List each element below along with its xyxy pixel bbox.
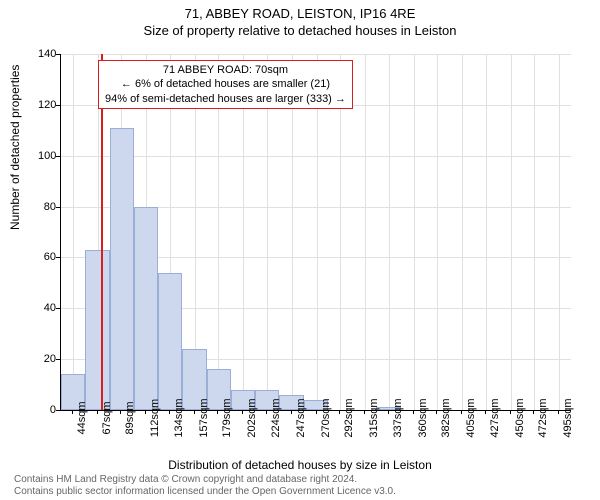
ytick-label: 20 <box>38 353 56 365</box>
attribution-line2: Contains public sector information licen… <box>14 486 396 498</box>
histogram-bar <box>85 250 109 410</box>
ytick-label: 40 <box>38 302 56 314</box>
xtick-mark <box>169 410 170 414</box>
xtick-mark <box>339 410 340 414</box>
xtick-label: 89sqm <box>124 401 136 434</box>
chart-title: 71, ABBEY ROAD, LEISTON, IP16 4RE <box>0 0 600 21</box>
xtick-mark <box>510 410 511 414</box>
xtick-mark <box>266 410 267 414</box>
ytick-label: 120 <box>38 99 56 111</box>
xtick-label: 202sqm <box>246 398 258 437</box>
xtick-label: 44sqm <box>76 401 88 434</box>
xtick-mark <box>194 410 195 414</box>
annotation-line3: 94% of semi-detached houses are larger (… <box>105 92 346 106</box>
xtick-mark <box>145 410 146 414</box>
histogram-bar <box>110 128 134 410</box>
attribution-text: Contains HM Land Registry data © Crown c… <box>14 474 396 498</box>
histogram-bar <box>158 273 182 410</box>
ytick-mark <box>56 308 60 309</box>
gridline-v <box>414 54 415 410</box>
gridline-v <box>486 54 487 410</box>
xtick-label: 292sqm <box>343 398 355 437</box>
ytick-label: 60 <box>38 251 56 263</box>
ytick-label: 0 <box>38 404 56 416</box>
xtick-mark <box>413 410 414 414</box>
gridline-v <box>389 54 390 410</box>
gridline-v <box>73 54 74 410</box>
y-axis-label: Number of detached properties <box>8 65 22 230</box>
xtick-mark <box>97 410 98 414</box>
gridline-v <box>559 54 560 410</box>
annotation-box: 71 ABBEY ROAD: 70sqm ← 6% of detached ho… <box>98 60 353 109</box>
xtick-mark <box>485 410 486 414</box>
ytick-mark <box>56 257 60 258</box>
xtick-label: 315sqm <box>368 398 380 437</box>
xtick-label: 112sqm <box>149 399 161 437</box>
ytick-mark <box>56 359 60 360</box>
ytick-mark <box>56 105 60 106</box>
xtick-mark <box>461 410 462 414</box>
xtick-mark <box>242 410 243 414</box>
gridline-v <box>534 54 535 410</box>
xtick-label: 360sqm <box>417 398 429 437</box>
xtick-mark <box>217 410 218 414</box>
gridline-v <box>462 54 463 410</box>
annotation-line2: ← 6% of detached houses are smaller (21) <box>105 77 346 91</box>
attribution-line1: Contains HM Land Registry data © Crown c… <box>14 474 396 486</box>
xtick-label: 472sqm <box>537 398 549 437</box>
xtick-label: 134sqm <box>173 398 185 437</box>
xtick-mark <box>436 410 437 414</box>
gridline-v <box>365 54 366 410</box>
gridline-v <box>511 54 512 410</box>
xtick-label: 247sqm <box>295 398 307 437</box>
xtick-mark <box>388 410 389 414</box>
xtick-label: 224sqm <box>270 398 282 437</box>
annotation-line1: 71 ABBEY ROAD: 70sqm <box>105 63 346 77</box>
xtick-mark <box>558 410 559 414</box>
xtick-label: 179sqm <box>221 398 233 437</box>
xtick-mark <box>120 410 121 414</box>
gridline-v <box>437 54 438 410</box>
xtick-mark <box>291 410 292 414</box>
xtick-label: 405sqm <box>465 398 477 437</box>
xtick-mark <box>364 410 365 414</box>
xtick-label: 427sqm <box>489 398 501 437</box>
xtick-label: 157sqm <box>198 398 210 437</box>
xtick-label: 67sqm <box>101 401 113 434</box>
x-axis-label: Distribution of detached houses by size … <box>0 458 600 472</box>
xtick-mark <box>72 410 73 414</box>
chart-subtitle: Size of property relative to detached ho… <box>0 23 600 38</box>
ytick-mark <box>56 410 60 411</box>
xtick-label: 495sqm <box>562 398 574 437</box>
xtick-mark <box>533 410 534 414</box>
histogram-bar <box>134 207 158 410</box>
ytick-mark <box>56 156 60 157</box>
ytick-label: 80 <box>38 201 56 213</box>
xtick-label: 450sqm <box>514 398 526 437</box>
xtick-mark <box>316 410 317 414</box>
ytick-mark <box>56 54 60 55</box>
ytick-label: 100 <box>38 150 56 162</box>
ytick-mark <box>56 207 60 208</box>
xtick-label: 337sqm <box>392 398 404 437</box>
xtick-label: 382sqm <box>440 398 452 437</box>
ytick-label: 140 <box>38 48 56 60</box>
xtick-label: 270sqm <box>320 398 332 437</box>
